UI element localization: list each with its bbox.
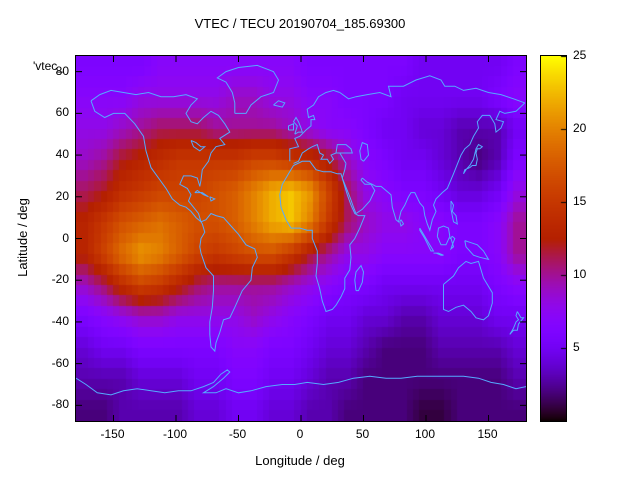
plot-key-label: 'vtec_ xyxy=(33,59,64,73)
axis-tick-marks xyxy=(76,56,526,421)
y-tick-label: 80 xyxy=(55,63,69,78)
coastline-path xyxy=(464,240,490,261)
coastline-path xyxy=(463,143,484,175)
coastline-path xyxy=(339,75,525,104)
y-tick-label: 40 xyxy=(55,147,69,162)
y-tick-label: -80 xyxy=(51,397,69,412)
y-tick-label: -40 xyxy=(51,313,69,328)
colorbar-tick-label: 25 xyxy=(573,48,587,62)
coastline-path xyxy=(209,196,216,202)
coastline-overlay xyxy=(76,64,526,396)
y-tick-label: 20 xyxy=(55,188,69,203)
colorbar-gradient-canvas xyxy=(541,56,566,421)
coastline-path xyxy=(354,264,365,292)
coastline-path xyxy=(341,163,347,179)
colorbar-tick-label: 20 xyxy=(573,121,587,135)
x-axis-label: Longitude / deg xyxy=(255,453,345,468)
colorbar-tick-label: 15 xyxy=(573,194,587,208)
coastline-path xyxy=(341,177,376,215)
coastline-path xyxy=(359,141,370,162)
coastline-path xyxy=(335,144,353,154)
x-tick-label: -50 xyxy=(228,427,247,441)
colorbar-tick-label: 10 xyxy=(573,267,587,281)
coastline-path xyxy=(76,369,526,396)
colorbar xyxy=(540,55,567,422)
coastline-path xyxy=(509,311,525,335)
coastline-path xyxy=(449,235,456,251)
y-tick-label: 60 xyxy=(55,105,69,120)
colorbar-tick-label: 5 xyxy=(573,340,580,354)
coastline-path xyxy=(194,189,209,198)
coastline-path xyxy=(436,225,451,246)
x-tick-label: 50 xyxy=(355,427,370,441)
coastline-path xyxy=(419,227,435,252)
x-tick-label: 100 xyxy=(414,427,436,441)
coastline-path xyxy=(289,89,340,162)
coastline-path xyxy=(450,200,458,225)
x-tick-label: 150 xyxy=(477,427,498,441)
y-tick-label: 0 xyxy=(62,230,69,245)
y-tick-label: -60 xyxy=(51,355,69,370)
x-tick-label: -150 xyxy=(100,427,125,441)
plot-area xyxy=(75,55,527,422)
coastline-path xyxy=(90,89,231,224)
x-tick-label: 0 xyxy=(296,427,304,441)
coastline-path xyxy=(199,212,258,353)
coastline-path xyxy=(399,219,405,227)
y-tick-label: -20 xyxy=(51,272,69,287)
chart-title: VTEC / TECU 20190704_185.69300 xyxy=(194,16,406,31)
coastline-path xyxy=(273,100,286,108)
coastline-path xyxy=(292,116,303,135)
x-tick-label: -100 xyxy=(162,427,188,441)
coastline-path xyxy=(216,64,280,114)
coastline-path xyxy=(433,252,444,256)
coastline-path xyxy=(361,102,526,232)
coastline-path xyxy=(279,160,366,313)
coastline-path xyxy=(190,140,207,152)
coastline-path xyxy=(288,123,294,131)
coastline-path xyxy=(443,260,493,321)
coastline-path xyxy=(293,143,347,165)
